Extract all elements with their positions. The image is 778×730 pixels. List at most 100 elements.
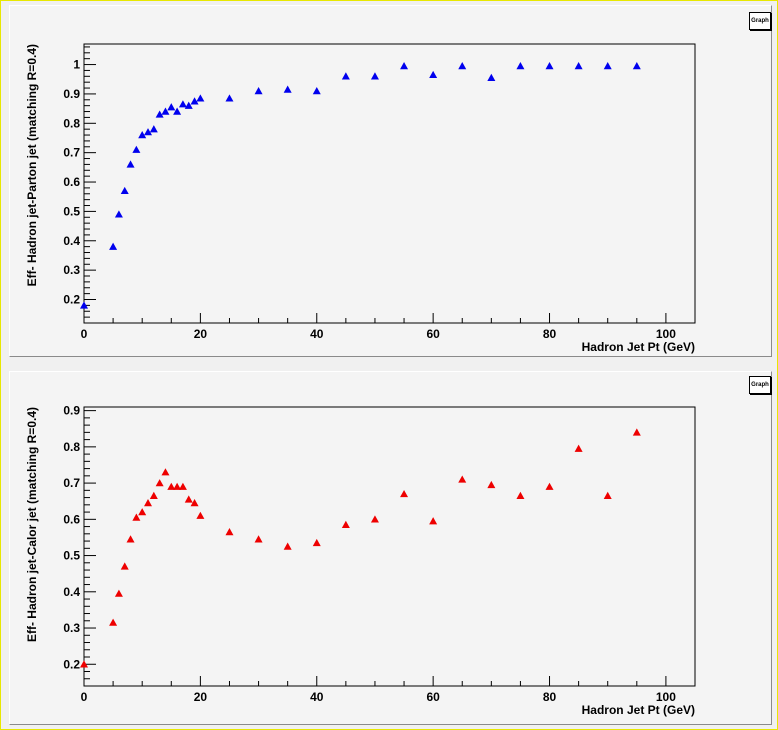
bottom-chart-svg: 0 20 40 60 80 100 0.2 0.3 0.4 0.5 0.6 0.7 0.8 0.9 Hadr… (25, 404, 696, 717)
bottom-data-point (155, 479, 164, 487)
bottom-y-tick-label: 0.2 (63, 657, 80, 671)
bottom-data-point (173, 482, 182, 490)
bottom-plot-frame (83, 406, 696, 687)
bottom-data-point (312, 538, 321, 547)
bottom-data-point (120, 562, 129, 570)
top-data-point (458, 62, 467, 70)
top-x-tick-label: 100 (656, 327, 676, 341)
top-data-point (132, 145, 141, 153)
bottom-data-point (132, 513, 141, 521)
bottom-x-axis-label: Hadron Jet Pt (GeV) (582, 703, 695, 717)
bottom-data-point (545, 482, 554, 490)
top-x-tick-label: 40 (310, 327, 324, 341)
top-data-point (545, 62, 554, 70)
top-data-point (120, 186, 129, 195)
top-data-point (149, 125, 158, 133)
top-data-point (138, 131, 147, 139)
bottom-y-tick-label: 0.7 (63, 476, 80, 490)
bottom-y-tick-label: 0.6 (63, 512, 80, 526)
top-y-tick-label: 0.4 (63, 234, 80, 248)
top-y-tick-label: 0.7 (63, 146, 80, 160)
top-data-point (184, 101, 193, 109)
top-y-axis-label: Eff- Hadron jet-Parton jet (matching R=0… (25, 44, 39, 286)
top-data-point (632, 62, 641, 70)
bottom-data-point (149, 491, 158, 499)
bottom-data-point (161, 468, 170, 476)
bottom-data-point (138, 508, 147, 516)
bottom-data-point (184, 495, 193, 503)
bottom-data-point (603, 491, 612, 499)
top-y-tick-label: 0.8 (63, 116, 80, 130)
bottom-y-axis-label: Eff- Hadron jet-Calor jet (matching R=0.… (25, 407, 39, 642)
top-data-point (341, 72, 350, 80)
bottom-data-point (126, 535, 135, 543)
top-data-point (574, 62, 583, 70)
bottom-y-tick-label: 0.8 (63, 440, 80, 454)
top-x-tick-label: 60 (426, 327, 440, 341)
bottom-x-tick-label: 20 (194, 690, 208, 704)
bottom-x-tick-label: 80 (543, 690, 557, 704)
bottom-data-point (400, 489, 409, 498)
bottom-data-point (574, 444, 583, 452)
top-data-point (283, 85, 292, 93)
top-y-tick-label: 0.9 (63, 87, 80, 101)
top-data-point (114, 210, 123, 218)
bottom-data-point (80, 660, 88, 668)
top-data-point (109, 242, 118, 250)
top-data-point (196, 94, 205, 102)
top-y-tick-label: 0.5 (63, 204, 80, 218)
top-data-point (173, 107, 182, 115)
top-data-point (603, 62, 612, 70)
top-x-axis-label: Hadron Jet Pt (GeV) (582, 340, 695, 354)
top-data-point (80, 301, 88, 309)
bottom-data-point (196, 511, 205, 519)
top-y-tick-label: 0.2 (63, 293, 80, 307)
top-data-point (487, 73, 496, 81)
top-data-point (144, 128, 153, 136)
bottom-y-tick-label: 0.9 (63, 404, 80, 418)
top-y-tick-label: 0.6 (63, 175, 80, 189)
bottom-data-point (178, 482, 187, 490)
bottom-data-point (167, 482, 176, 490)
top-data-point (155, 110, 164, 118)
bottom-data-point (225, 528, 234, 536)
bottom-x-tick-label: 40 (310, 690, 324, 704)
bottom-data-point (632, 428, 641, 436)
bottom-data-point (144, 499, 153, 507)
top-x-tick-label: 80 (543, 327, 557, 341)
bottom-y-tick-label: 0.4 (63, 585, 80, 599)
top-y-tick-label: 0.3 (63, 263, 80, 277)
top-plot-frame (83, 43, 696, 324)
top-data-point (516, 62, 525, 70)
bottom-data-point (190, 499, 199, 507)
bottom-data-point (370, 515, 379, 523)
top-data-point (400, 62, 409, 70)
top-data-point (254, 86, 263, 95)
top-data-point (370, 72, 379, 80)
bottom-x-tick-label: 60 (426, 690, 440, 704)
top-x-tick-label: 20 (194, 327, 208, 341)
top-data-point (190, 97, 199, 105)
top-chart-svg: 0 20 40 60 80 100 0.2 0.3 0.4 0.5 0.6 0.7 0.8 0.9 1 Had… (25, 43, 696, 354)
top-data-point (167, 103, 176, 111)
bottom-data-point (114, 589, 123, 597)
bottom-data-point (109, 618, 118, 626)
bottom-plot-pad: 0 20 40 60 80 100 0.2 0.3 0.4 0.5 0.6 0.7 0.8 0.9 Hadr… (9, 371, 772, 725)
bottom-x-tick-label: 0 (81, 690, 88, 704)
top-data-point (312, 86, 321, 95)
top-data-point (161, 107, 170, 115)
bottom-y-tick-label: 0.5 (63, 549, 80, 563)
bottom-data-point (283, 542, 292, 550)
bottom-data-point (487, 480, 496, 489)
bottom-data-point (429, 517, 438, 525)
top-data-point (178, 100, 187, 108)
top-data-point (126, 160, 135, 168)
top-plot-pad: 0 20 40 60 80 100 0.2 0.3 0.4 0.5 0.6 0.7 0.8 0.9 1 Had… (9, 5, 772, 357)
top-x-tick-label: 0 (81, 327, 88, 341)
top-graph-title-box[interactable]: Graph (749, 12, 771, 30)
bottom-data-point (254, 535, 263, 543)
bottom-graph-title-box[interactable]: Graph (749, 376, 771, 394)
bottom-data-point (516, 491, 525, 499)
bottom-x-tick-label: 100 (656, 690, 676, 704)
